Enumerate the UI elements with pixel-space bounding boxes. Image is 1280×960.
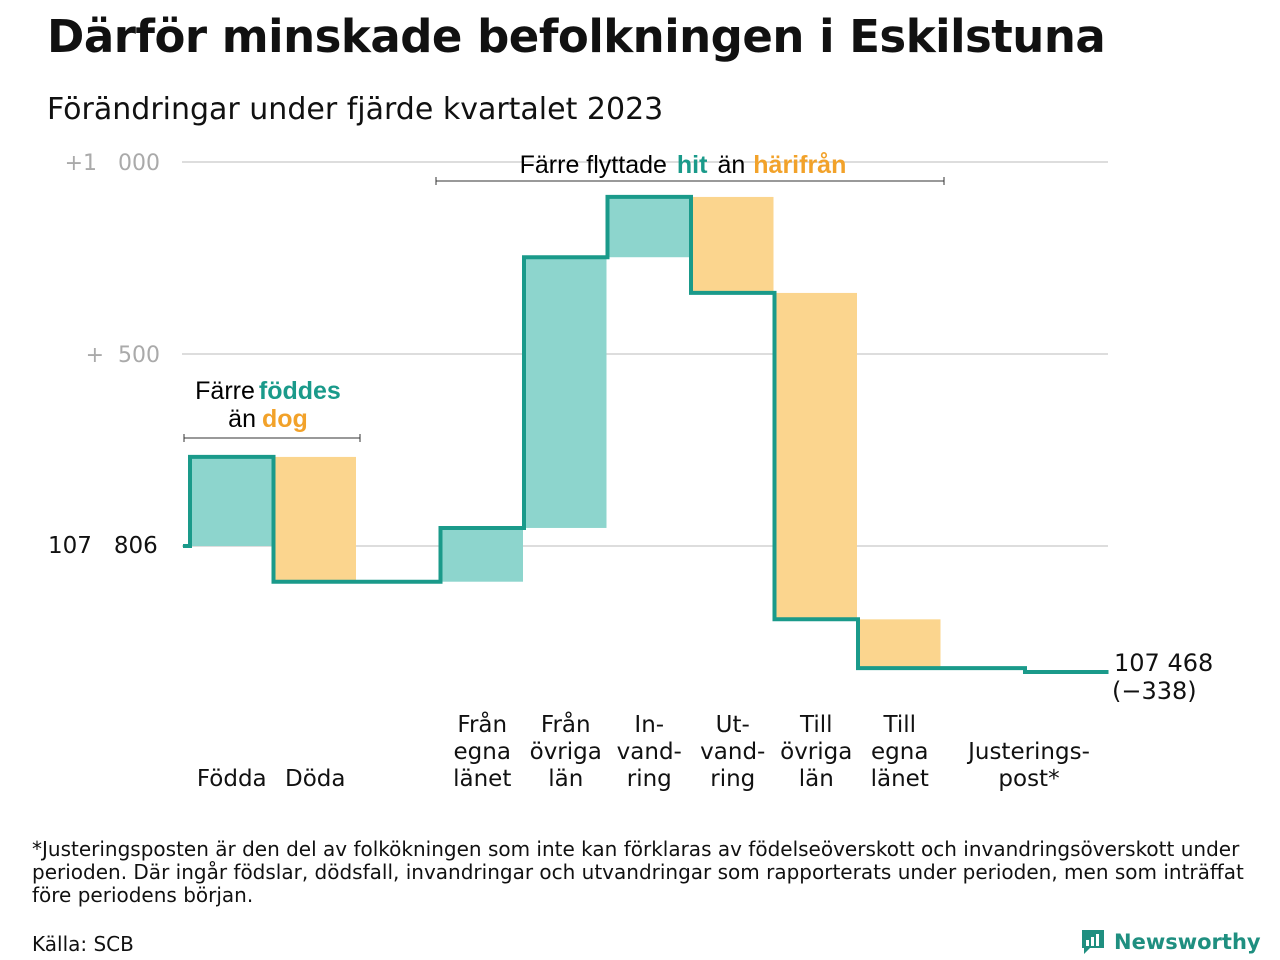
births-annotation-highlight-2: dog [262,405,308,433]
y-tick-label: + 500 [86,343,160,368]
category-label-invandring: ring [627,766,672,792]
newsworthy-logo-icon [1082,930,1104,954]
moves-annotation-text-2: än [717,151,745,179]
category-label-fran-egna: Från [457,710,507,738]
y-axis-ticks: +1 000 + 500 [65,151,160,368]
category-label-fran-ovriga: övriga [530,739,602,765]
bar-till-egna [858,619,941,669]
chart-title: Därför minskade befolkningen i Eskilstun… [47,10,1106,63]
category-label-just-b: post* [998,766,1059,792]
step-line [183,194,1109,674]
y-tick-label: +1 000 [65,151,160,176]
category-label-invandring: In- [634,712,664,738]
moves-annotation-highlight: hit [677,151,708,179]
bar-invandring [607,196,690,258]
category-label-fran-ovriga: län [548,766,583,792]
brand-name: Newsworthy [1114,930,1261,954]
footnote: *Justeringsposten är den del av folkökni… [32,837,1244,907]
brand: Newsworthy [1080,928,1261,956]
final-change-label: (−338) [1112,677,1197,705]
bar-till-ovriga [774,292,857,620]
category-label-just-b: Justerings- [966,739,1090,765]
waterfall-chart: +1 000+ 500 Födda DödaFrånegnalänetFrånöv… [48,151,1213,792]
bar-utvandring [691,196,774,293]
category-label-till-egna: egna [871,739,928,765]
bar-fran-ovriga [524,257,607,528]
moves-annotation: Färre flyttade hit än härifrån [435,151,945,185]
bar-fran-egna [440,527,523,582]
bars [190,196,941,669]
category-label-till-ovriga: län [799,766,834,792]
births-annotation-text: Färre [195,377,255,405]
source-label: Källa: SCB [32,932,134,956]
bar-doda [273,456,356,582]
category-label-utvandring: vand- [700,739,765,765]
category-label-till-ovriga: övriga [780,739,852,765]
moves-annotation-highlight-2: härifrån [753,151,846,179]
cumulative-step-line [183,194,1109,674]
births-annotation-text-2: än [228,405,256,433]
category-label-till-egna: länet [871,766,929,792]
category-label-fran-egna: egna [454,739,511,765]
category-label-fran-ovriga: Från [541,710,591,738]
births-annotation: Färre föddes än dog [183,377,361,442]
final-value-label: 107 468 [1114,649,1213,677]
moves-annotation-text: Färre flyttade [520,151,667,179]
category-label-utvandring: ring [710,766,755,792]
start-value-label: 107 806 [48,533,158,559]
category-labels: Födda DödaFrånegnalänetFrånövrigalänIn-va… [197,710,1090,792]
category-label-invandring: vand- [617,739,682,765]
category-label-utvandring: Ut- [716,712,750,738]
bar-fodda [190,456,273,546]
category-label-till-egna: Till [882,712,916,738]
births-annotation-highlight: föddes [259,377,341,405]
category-label-till-ovriga: Till [799,712,833,738]
category-label-fodda: Födda [197,766,267,792]
category-label-doda: Döda [285,766,345,792]
category-label-fran-egna: länet [453,766,511,792]
chart-subtitle: Förändringar under fjärde kvartalet 2023 [47,92,664,127]
